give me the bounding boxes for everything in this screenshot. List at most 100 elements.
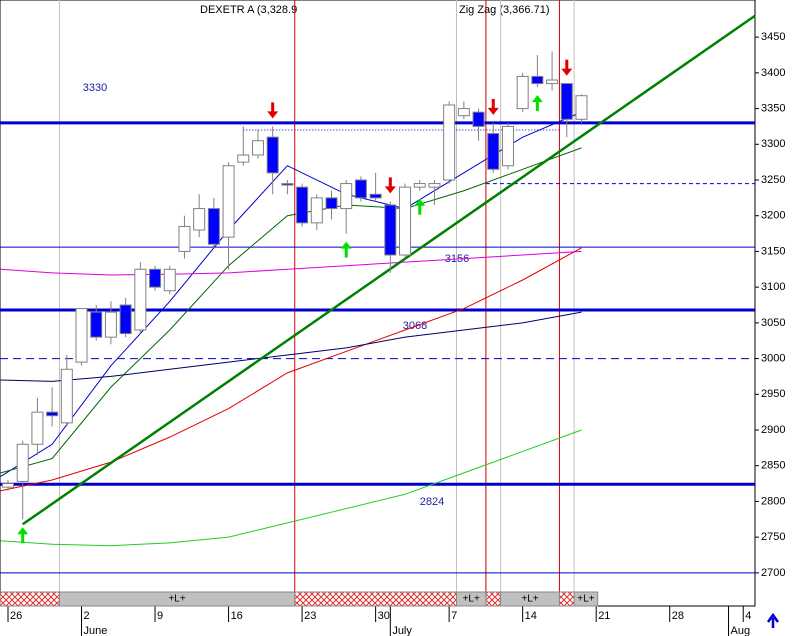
y-tick-label: 2700	[761, 567, 785, 579]
short-period	[294, 591, 457, 607]
period-label: +L+	[577, 594, 594, 605]
candle-body	[575, 95, 588, 120]
chart-subtitle: Zig Zag (3,366.71)	[459, 4, 550, 16]
candle-body	[428, 183, 441, 188]
candle-body	[281, 183, 294, 186]
long-period	[573, 591, 599, 607]
y-tick-label: 3400	[761, 67, 785, 79]
average-line	[0, 147, 582, 474]
candle-body	[46, 411, 59, 417]
period-label: +L+	[168, 594, 185, 605]
y-tick-label: 2800	[761, 495, 785, 507]
trend-line	[21, 14, 756, 526]
buy-arrow	[340, 241, 352, 258]
x-tick-label: 26	[10, 610, 22, 622]
long-period	[58, 591, 296, 607]
short-period	[558, 591, 575, 607]
candle-body	[119, 304, 132, 335]
y-tick-label: 3200	[761, 210, 785, 222]
y-tick-label: 3050	[761, 317, 785, 329]
x-tick-label: 21	[598, 610, 610, 622]
average-line	[0, 247, 582, 492]
candle-body	[193, 208, 206, 231]
average-line	[0, 311, 582, 382]
y-tick-label: 2900	[761, 424, 785, 436]
buy-arrow	[414, 198, 426, 215]
y-tick-label: 3350	[761, 102, 785, 114]
y-tick-label: 3300	[761, 138, 785, 150]
y-tick-label: 2850	[761, 460, 785, 472]
sell-arrow	[384, 177, 396, 194]
level-label: 3330	[83, 82, 107, 94]
sell-arrow	[561, 59, 573, 76]
candle-body	[178, 225, 191, 252]
y-tick-label: 3450	[761, 31, 785, 43]
average-line	[0, 250, 582, 276]
candle-body	[222, 165, 235, 238]
buy-arrow	[531, 95, 543, 112]
month-label: June	[84, 625, 108, 636]
candle-body	[251, 140, 264, 156]
candle-body	[546, 79, 559, 85]
y-tick-label: 3150	[761, 245, 785, 257]
sell-arrow	[487, 98, 499, 115]
x-tick-label: 7	[451, 610, 457, 622]
long-period	[500, 591, 560, 607]
candle-body	[516, 75, 529, 110]
x-tick-label: 4	[745, 610, 751, 622]
short-period	[0, 591, 60, 607]
candle-body	[384, 204, 397, 256]
candle-body	[1, 483, 14, 488]
candle-body	[104, 311, 117, 338]
y-tick-label: 3250	[761, 174, 785, 186]
candle-body	[399, 186, 412, 256]
candle-body	[296, 186, 309, 224]
x-tick-label: 28	[672, 610, 684, 622]
sell-arrow	[267, 102, 279, 119]
long-period	[455, 591, 487, 607]
candle-body	[149, 268, 162, 288]
candle-body	[369, 193, 382, 199]
y-tick-label: 3000	[761, 352, 785, 364]
candle-body	[75, 308, 88, 363]
candle-body	[163, 268, 176, 292]
month-label: July	[392, 625, 412, 636]
candle-body	[501, 125, 514, 167]
candle-body	[90, 311, 103, 338]
candle-body	[560, 83, 573, 120]
x-tick-label: 2	[84, 610, 90, 622]
candle-body	[325, 197, 338, 210]
y-tick-label: 3100	[761, 281, 785, 293]
candle-body	[457, 108, 470, 117]
nav-arrow[interactable]	[766, 612, 780, 628]
candle-body	[266, 136, 279, 174]
short-period	[485, 591, 502, 607]
candle-body	[487, 133, 500, 170]
candle-body	[472, 111, 485, 127]
candle-body	[237, 154, 250, 163]
plot-area	[0, 0, 756, 607]
x-tick-label: 16	[231, 610, 243, 622]
average-line	[0, 429, 582, 547]
candle-body	[16, 443, 29, 482]
chart-title: DEXETR A (3,328.9	[200, 4, 297, 16]
x-tick-label: 14	[525, 610, 537, 622]
candle-body	[340, 183, 353, 210]
candle-body	[354, 179, 367, 199]
buy-arrow	[17, 527, 29, 544]
candle-body	[443, 104, 456, 181]
month-label: Aug	[731, 625, 751, 636]
candle-body	[31, 411, 44, 445]
candle-body	[134, 268, 147, 331]
period-label: +L+	[521, 594, 538, 605]
candle-body	[310, 197, 323, 224]
y-tick-label: 2950	[761, 388, 785, 400]
period-label: +L+	[463, 594, 480, 605]
x-tick-label: 30	[378, 610, 390, 622]
candle-body	[60, 368, 73, 424]
x-tick-label: 9	[157, 610, 163, 622]
candle-body	[207, 208, 220, 245]
x-tick-label: 23	[304, 610, 316, 622]
candle-body	[531, 75, 544, 85]
